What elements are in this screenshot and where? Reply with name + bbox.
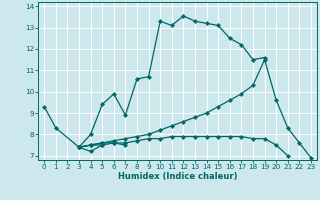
X-axis label: Humidex (Indice chaleur): Humidex (Indice chaleur) [118, 172, 237, 181]
